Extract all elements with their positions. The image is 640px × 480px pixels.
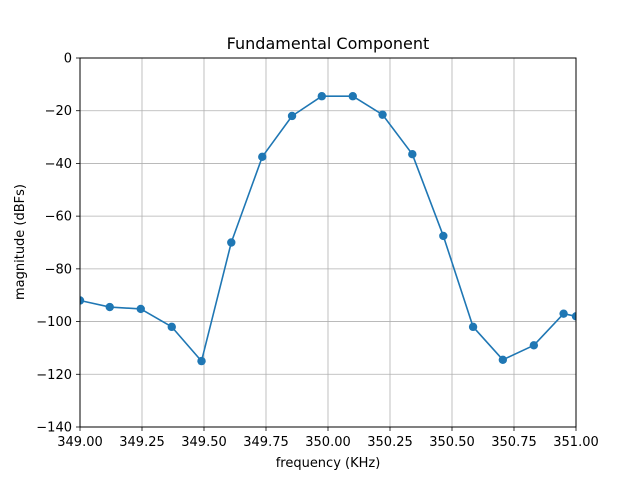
- data-point: [136, 304, 145, 314]
- x-tick-label: 350.00: [305, 435, 351, 450]
- data-point: [348, 92, 357, 101]
- data-point: [167, 322, 176, 332]
- x-tick-label: 351.00: [553, 435, 599, 450]
- chart-title: Fundamental Component: [227, 34, 430, 53]
- y-tick-label: −100: [36, 315, 72, 330]
- data-point: [287, 111, 297, 121]
- x-tick-label: 349.75: [243, 435, 289, 450]
- data-point: [197, 356, 206, 366]
- data-point: [258, 152, 267, 162]
- data-point: [559, 309, 568, 318]
- data-series: [80, 92, 576, 366]
- x-tick-label: 349.00: [57, 435, 103, 450]
- data-point: [105, 302, 114, 312]
- data-point: [468, 322, 478, 332]
- grid-lines: [79, 57, 577, 428]
- x-tick-label: 350.50: [429, 435, 475, 450]
- data-point: [571, 312, 576, 321]
- x-tick-label: 350.25: [367, 435, 413, 450]
- x-axis-ticks: 349.00 349.25 349.50 349.75 350.00 350.25 350.…: [57, 427, 599, 450]
- y-tick-label: −20: [45, 104, 72, 119]
- y-tick-label: −40: [45, 157, 72, 172]
- y-tick-label: −140: [36, 421, 72, 436]
- data-point: [498, 355, 508, 364]
- data-point: [378, 110, 387, 119]
- y-axis-ticks: 0 −20 −40 −60 −80 −100 −120 −140: [36, 52, 80, 436]
- x-tick-label: 349.25: [119, 435, 165, 450]
- data-point: [529, 341, 539, 350]
- series-layer: [80, 92, 576, 366]
- y-tick-label: −60: [45, 210, 72, 225]
- y-axis-title: magnitude (dBFs): [13, 184, 28, 300]
- data-point: [439, 231, 448, 241]
- x-axis-title: frequency (KHz): [276, 456, 381, 471]
- data-point: [408, 150, 417, 159]
- x-tick-label: 349.50: [181, 435, 227, 450]
- series-line: [80, 95, 576, 362]
- y-tick-label: −120: [36, 368, 72, 383]
- y-tick-label: 0: [64, 52, 72, 67]
- data-point: [80, 296, 85, 305]
- x-tick-label: 350.75: [491, 435, 537, 450]
- data-point: [227, 238, 236, 247]
- y-tick-label: −80: [45, 262, 72, 277]
- data-point: [317, 92, 326, 101]
